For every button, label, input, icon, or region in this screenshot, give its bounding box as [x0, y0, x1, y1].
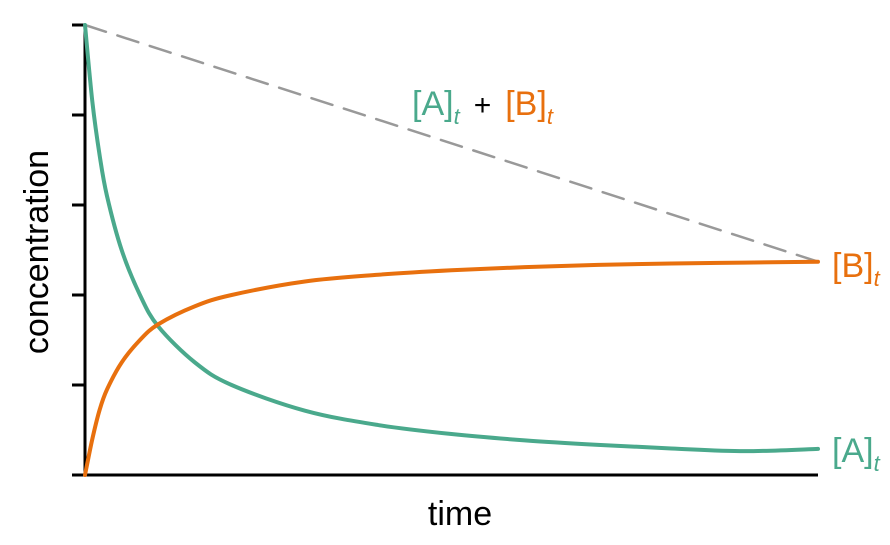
- sum-annotation-plus: +: [474, 89, 492, 122]
- axes: [72, 25, 818, 477]
- series-label-a-main: [A]: [832, 432, 874, 470]
- sum-annotation-b-subscript: t: [547, 104, 554, 129]
- sum-annotation-a: [A]: [412, 85, 454, 123]
- x-axis-label: time: [428, 495, 492, 533]
- series-label-b: [B]t: [832, 247, 881, 291]
- sum-annotation: [A]t + [B]t: [412, 85, 554, 129]
- series-label-a-subscript: t: [874, 451, 881, 476]
- series-layer: [83, 23, 820, 477]
- series-line-a: [83, 23, 820, 454]
- series-label-b-main: [B]: [832, 247, 874, 285]
- sum-annotation-b: [B]: [505, 85, 547, 123]
- sum-annotation-a-subscript: t: [454, 104, 461, 129]
- series-label-a: [A]t: [832, 432, 881, 476]
- y-ticks: [72, 23, 85, 477]
- series-label-b-subscript: t: [874, 266, 881, 291]
- y-axis-label: concentration: [18, 150, 56, 354]
- series-line-sum: [83, 23, 820, 263]
- series-line-b: [83, 259, 820, 477]
